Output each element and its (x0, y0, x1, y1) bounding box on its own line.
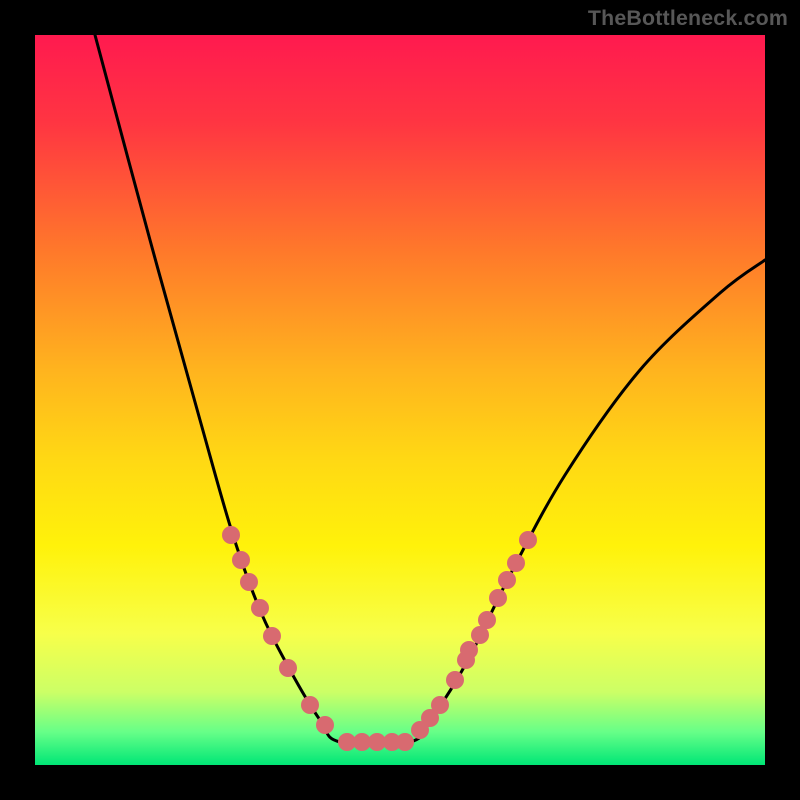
data-point (396, 733, 414, 751)
data-point (279, 659, 297, 677)
data-point (301, 696, 319, 714)
data-point (507, 554, 525, 572)
chart-svg (0, 0, 800, 800)
data-point (446, 671, 464, 689)
data-point (519, 531, 537, 549)
data-point (431, 696, 449, 714)
data-point (222, 526, 240, 544)
data-point (498, 571, 516, 589)
data-point (316, 716, 334, 734)
data-point (489, 589, 507, 607)
chart-stage: TheBottleneck.com (0, 0, 800, 800)
data-point (251, 599, 269, 617)
data-point (232, 551, 250, 569)
attribution-text: TheBottleneck.com (588, 6, 788, 31)
data-point (460, 641, 478, 659)
data-point (263, 627, 281, 645)
plot-background (35, 35, 765, 765)
data-point (240, 573, 258, 591)
data-point (478, 611, 496, 629)
